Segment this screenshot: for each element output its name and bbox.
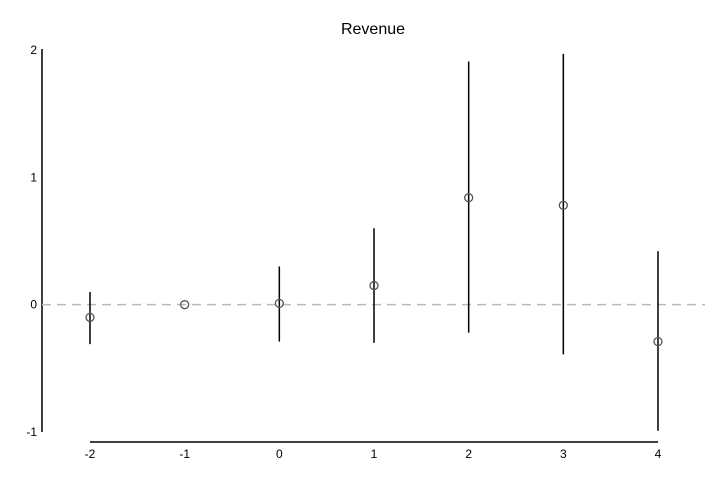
data-point — [274, 298, 284, 309]
data-points — [85, 193, 663, 347]
x-tick-label: -1 — [179, 447, 190, 461]
x-tick-label: 3 — [560, 447, 567, 461]
y-tick-labels: -1 0 1 2 — [26, 43, 37, 439]
x-tick-label: -2 — [85, 447, 96, 461]
x-tick-label: 2 — [465, 447, 472, 461]
chart-title: Revenue — [341, 21, 405, 38]
x-tick-label: 4 — [655, 447, 662, 461]
data-point — [85, 312, 95, 323]
y-tick-label: -1 — [26, 425, 37, 439]
x-tick-label: 1 — [371, 447, 378, 461]
x-tick-label: 0 — [276, 447, 283, 461]
data-point — [464, 193, 474, 203]
data-point — [369, 280, 379, 291]
y-tick-label: 2 — [30, 43, 37, 57]
y-tick-label: 0 — [30, 298, 37, 312]
data-point — [653, 336, 663, 347]
error-bars — [89, 53, 659, 431]
data-point — [558, 200, 568, 210]
y-tick-label: 1 — [30, 170, 37, 184]
data-point — [180, 300, 190, 310]
x-tick-labels: -2 -1 0 1 2 3 4 — [85, 447, 662, 461]
